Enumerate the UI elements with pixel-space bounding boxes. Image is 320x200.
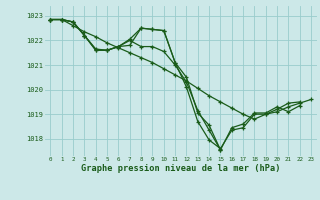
X-axis label: Graphe pression niveau de la mer (hPa): Graphe pression niveau de la mer (hPa) [81,164,281,173]
